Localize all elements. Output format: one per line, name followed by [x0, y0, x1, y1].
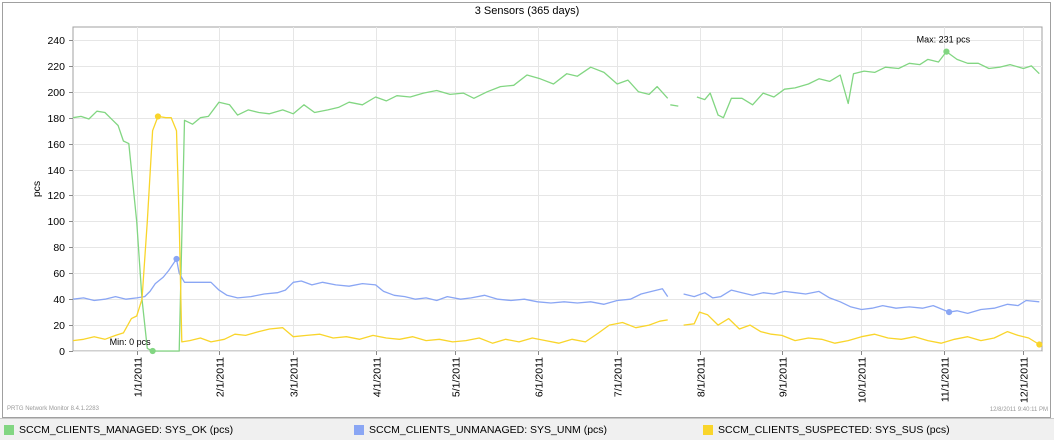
- chart-svg: 0 20 40 60 80 100 120 140 160 180 200 220 240 1/1/201…: [31, 26, 1043, 403]
- series-line-2: [72, 115, 668, 344]
- series-line-0: [72, 66, 669, 352]
- legend-item-suspected: SCCM_CLIENTS_SUSPECTED: SYS_SUS (pcs): [703, 423, 950, 437]
- x-tick-label: 9/1/2011: [778, 357, 790, 397]
- x-tick-label: 6/1/2011: [534, 357, 546, 397]
- marker-point: [149, 347, 156, 355]
- y-tick-label: 20: [53, 320, 65, 332]
- legend-label-unmanaged: SCCM_CLIENTS_UNMANAGED: SYS_UNM (pcs): [369, 424, 608, 436]
- x-tick-label: 1/1/2011: [133, 357, 145, 397]
- marker-point: [945, 309, 953, 316]
- series-layer: [72, 50, 1040, 352]
- x-tick-label: 12/1/2011: [1019, 357, 1031, 403]
- y-tick-label: 100: [47, 216, 65, 228]
- y-tick-label: 220: [47, 61, 65, 73]
- y-tick-label: 240: [47, 35, 65, 47]
- axis-layer: 0 20 40 60 80 100 120 140 160 180 200 220 240 1/1/201…: [47, 35, 1030, 403]
- y-tick-label: 120: [47, 190, 65, 202]
- x-tick-label: 7/1/2011: [613, 357, 625, 397]
- marker-point: [1036, 341, 1043, 348]
- y-axis-label: pcs: [31, 181, 43, 197]
- footer-version: PRTG Network Monitor 8.4.1.2283: [7, 406, 99, 412]
- legend: SCCM_CLIENTS_MANAGED: SYS_OK (pcs) SCCM_…: [0, 418, 1054, 440]
- series-line-0: [696, 50, 1040, 119]
- legend-swatch-suspected: [703, 425, 713, 435]
- y-tick-label: 40: [53, 294, 65, 306]
- series-line-2: [683, 311, 1040, 346]
- x-tick-label: 3/1/2011: [289, 357, 301, 397]
- y-tick-label: 180: [47, 113, 65, 125]
- legend-swatch-unmanaged: [354, 425, 364, 435]
- x-tick-label: 11/1/2011: [940, 357, 952, 402]
- x-tick-label: 10/1/2011: [857, 357, 869, 403]
- legend-label-suspected: SCCM_CLIENTS_SUSPECTED: SYS_SUS (pcs): [718, 424, 950, 436]
- marker-label: Max: 231 pcs: [917, 35, 971, 45]
- marker-point: [173, 255, 180, 263]
- grid-layer: [73, 27, 1042, 352]
- series-line-0: [670, 104, 679, 107]
- y-tick-label: 60: [53, 268, 65, 280]
- x-tick-label: 4/1/2011: [372, 357, 384, 397]
- series-line-1: [72, 258, 669, 305]
- y-tick-label: 200: [47, 87, 65, 99]
- x-tick-label: 8/1/2011: [696, 357, 708, 397]
- x-tick-label: 5/1/2011: [451, 357, 463, 397]
- y-tick-label: 0: [59, 346, 65, 358]
- legend-item-unmanaged: SCCM_CLIENTS_UNMANAGED: SYS_UNM (pcs): [354, 423, 607, 437]
- x-tick-label: 2/1/2011: [215, 357, 227, 397]
- y-tick-label: 140: [47, 165, 65, 177]
- legend-item-managed: SCCM_CLIENTS_MANAGED: SYS_OK (pcs): [4, 423, 233, 437]
- y-tick-label: 80: [53, 242, 65, 254]
- chart-title: 3 Sensors (365 days): [474, 5, 580, 17]
- marker-point: [943, 48, 950, 55]
- legend-swatch-managed: [4, 425, 14, 435]
- footer-timestamp: 12/8/2011 9:40:11 PM: [989, 407, 1048, 413]
- marker-point: [154, 113, 162, 120]
- marker-label: Min: 0 pcs: [110, 337, 152, 347]
- legend-label-managed: SCCM_CLIENTS_MANAGED: SYS_OK (pcs): [19, 424, 234, 436]
- marker-layer: Min: 0 pcs Max: 231 pcs: [110, 35, 1043, 355]
- series-line-1: [683, 289, 1040, 315]
- y-tick-label: 160: [47, 139, 65, 151]
